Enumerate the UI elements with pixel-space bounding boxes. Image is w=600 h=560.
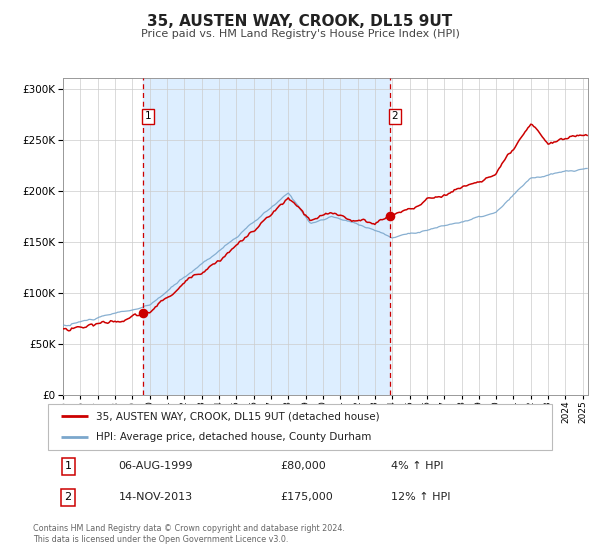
FancyBboxPatch shape bbox=[48, 404, 552, 450]
Bar bbox=[143, 78, 390, 395]
Text: 1: 1 bbox=[145, 111, 151, 122]
Point bbox=[385, 212, 395, 221]
Text: £80,000: £80,000 bbox=[280, 461, 326, 472]
Text: 12% ↑ HPI: 12% ↑ HPI bbox=[391, 492, 450, 502]
Text: HPI: Average price, detached house, County Durham: HPI: Average price, detached house, Coun… bbox=[96, 432, 371, 442]
Text: 1: 1 bbox=[65, 461, 71, 472]
Text: 35, AUSTEN WAY, CROOK, DL15 9UT (detached house): 35, AUSTEN WAY, CROOK, DL15 9UT (detache… bbox=[96, 411, 380, 421]
Text: This data is licensed under the Open Government Licence v3.0.: This data is licensed under the Open Gov… bbox=[33, 535, 289, 544]
Text: 2: 2 bbox=[65, 492, 72, 502]
Text: £175,000: £175,000 bbox=[280, 492, 332, 502]
Text: 2: 2 bbox=[392, 111, 398, 122]
Text: 35, AUSTEN WAY, CROOK, DL15 9UT: 35, AUSTEN WAY, CROOK, DL15 9UT bbox=[148, 14, 452, 29]
Text: Price paid vs. HM Land Registry's House Price Index (HPI): Price paid vs. HM Land Registry's House … bbox=[140, 29, 460, 39]
Text: 4% ↑ HPI: 4% ↑ HPI bbox=[391, 461, 443, 472]
Text: Contains HM Land Registry data © Crown copyright and database right 2024.: Contains HM Land Registry data © Crown c… bbox=[33, 524, 345, 533]
Text: 14-NOV-2013: 14-NOV-2013 bbox=[119, 492, 193, 502]
Point bbox=[138, 309, 148, 318]
Text: 06-AUG-1999: 06-AUG-1999 bbox=[119, 461, 193, 472]
